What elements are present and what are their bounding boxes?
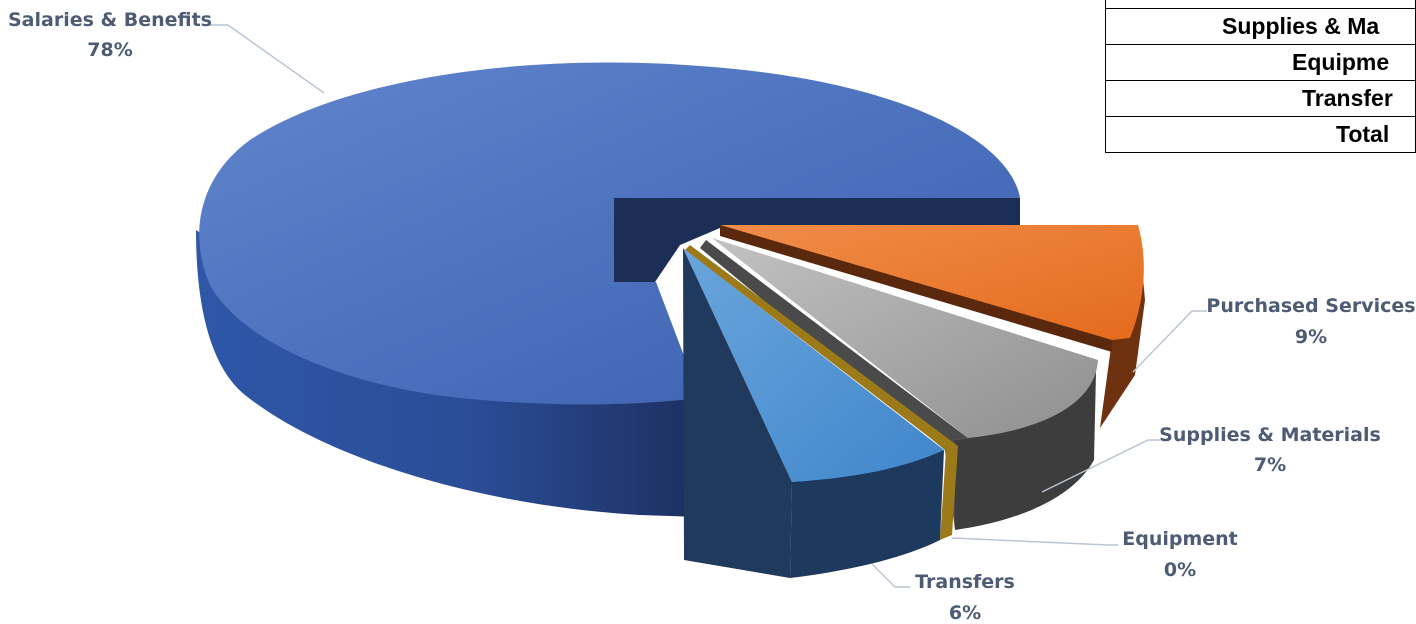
slice-transfers-side: [683, 248, 792, 578]
summary-table: Supplies & Ma Equipme Transfer Total: [1105, 0, 1416, 153]
slice-transfers-top: [683, 248, 944, 482]
table-row: Transfer: [1105, 80, 1416, 117]
table-row: Total: [1105, 116, 1416, 153]
slice-salaries-benefits-inner-wall: [614, 198, 1020, 282]
label-equipment-pct: 0%: [1164, 559, 1196, 581]
slice-transfers: [683, 248, 944, 578]
label-transfers-pct: 6%: [949, 602, 981, 624]
table-row: [1105, 0, 1416, 9]
label-salaries-benefits: Salaries & Benefits: [8, 9, 212, 31]
slice-purchased-services-inner: [720, 225, 1112, 352]
label-purchased-services-pct: 9%: [1295, 326, 1327, 348]
leader-supplies-materials: [1041, 439, 1160, 493]
leader-salaries-benefits: [208, 24, 325, 94]
table-cell: Transfer: [1105, 80, 1416, 117]
label-supplies-materials-pct: 7%: [1254, 454, 1286, 476]
table-cell: Total: [1105, 116, 1416, 153]
slice-purchased-services-top: [720, 225, 1144, 340]
slice-purchased-services: [720, 225, 1145, 428]
table-row: Supplies & Ma: [1105, 8, 1416, 45]
leader-equipment: [951, 537, 1118, 546]
table-cell: Supplies & Ma: [1105, 8, 1416, 45]
table-row: Equipme: [1105, 44, 1416, 81]
slice-transfers-front: [790, 450, 944, 578]
slice-salaries-benefits: [196, 62, 1020, 517]
label-supplies-materials: Supplies & Materials: [1159, 424, 1381, 446]
label-transfers: Transfers: [915, 571, 1015, 593]
table-cell: Equipme: [1105, 44, 1416, 81]
label-equipment: Equipment: [1122, 528, 1238, 550]
label-purchased-services: Purchased Services: [1206, 295, 1415, 317]
slice-supplies-materials-inner: [700, 240, 968, 530]
slice-supplies-materials: [700, 238, 1098, 530]
slice-supplies-materials-top: [712, 238, 1098, 438]
leader-purchased-services: [1132, 310, 1207, 373]
slice-salaries-benefits-top: [199, 62, 1020, 405]
leader-transfers: [871, 563, 910, 588]
label-salaries-benefits-pct: 78%: [87, 39, 132, 61]
